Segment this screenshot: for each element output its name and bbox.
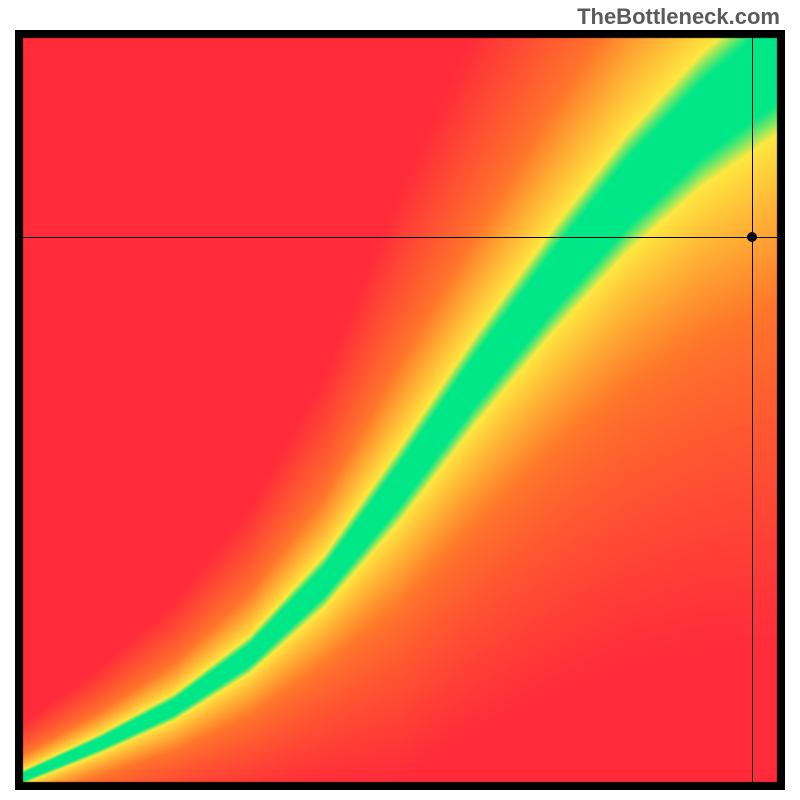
crosshair-dot [747,232,757,242]
root: TheBottleneck.com [0,0,800,800]
watermark-text: TheBottleneck.com [577,4,780,30]
bottleneck-heatmap [15,30,785,790]
heatmap-canvas [15,30,785,790]
crosshair-vertical [752,30,753,790]
crosshair-horizontal [15,237,785,238]
